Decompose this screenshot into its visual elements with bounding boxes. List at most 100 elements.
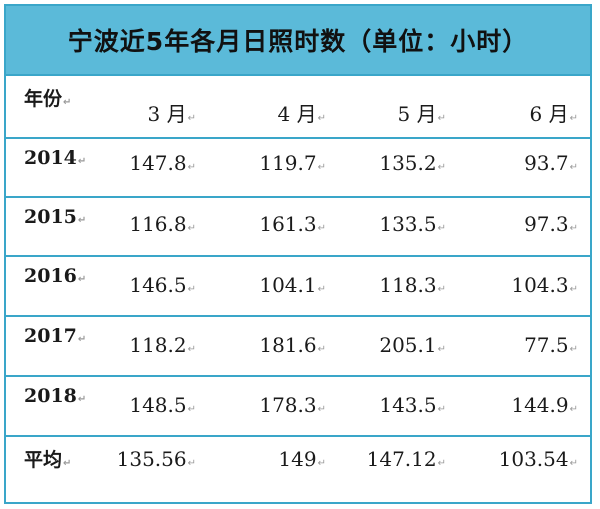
paragraph-mark-icon: ↵ xyxy=(317,113,326,124)
header-month-cell: 5 月↵ xyxy=(6,76,590,137)
paragraph-mark-icon: ↵ xyxy=(187,284,196,295)
data-value: 118.2↵ xyxy=(129,333,196,357)
value-cell: 181.6↵ xyxy=(6,317,590,375)
paragraph-mark-icon: ↵ xyxy=(63,458,72,469)
value-cell: 116.8↵ xyxy=(6,198,590,255)
table-grid: 年份↵ 3 月↵ 4 月↵ 5 月↵ 6 月↵ 2014↵ 147.8↵ 119.7↵ 135.… xyxy=(6,76,590,502)
paragraph-mark-icon: ↵ xyxy=(187,404,196,415)
data-value: 143.5↵ xyxy=(379,393,446,417)
paragraph-mark-icon: ↵ xyxy=(77,215,87,226)
data-value: 103.54↵ xyxy=(498,447,578,471)
value-cell: 178.3↵ xyxy=(6,377,590,435)
row-label-cell: 平均↵ xyxy=(6,437,118,502)
paragraph-mark-icon: ↵ xyxy=(437,223,446,234)
header-month-label: 5 月↵ xyxy=(397,102,446,126)
data-value: 116.8↵ xyxy=(129,212,196,236)
data-value: 181.6↵ xyxy=(259,333,326,357)
header-month-label: 6 月↵ xyxy=(529,102,578,126)
paragraph-mark-icon: ↵ xyxy=(437,344,446,355)
header-month-cell: 6 月↵ xyxy=(6,76,590,137)
paragraph-mark-icon: ↵ xyxy=(187,223,196,234)
data-value: 148.5↵ xyxy=(129,393,196,417)
paragraph-mark-icon: ↵ xyxy=(437,404,446,415)
value-cell: 149↵ xyxy=(6,437,590,502)
data-value: 135.56↵ xyxy=(116,447,196,471)
value-cell: 118.3↵ xyxy=(6,257,590,315)
row-year-label: 2015↵ xyxy=(24,206,87,228)
value-cell: 104.1↵ xyxy=(6,257,590,315)
header-month-cell: 3 月↵ xyxy=(6,76,590,137)
value-cell: 205.1↵ xyxy=(6,317,590,375)
paragraph-mark-icon: ↵ xyxy=(437,284,446,295)
paragraph-mark-icon: ↵ xyxy=(569,458,578,469)
value-cell: 118.2↵ xyxy=(6,317,590,375)
data-value: 118.3↵ xyxy=(379,273,446,297)
paragraph-mark-icon: ↵ xyxy=(77,156,87,167)
paragraph-mark-icon: ↵ xyxy=(77,334,87,345)
row-label-cell: 2018↵ xyxy=(6,377,118,435)
value-cell: 119.7↵ xyxy=(6,139,590,196)
value-cell: 143.5↵ xyxy=(6,377,590,435)
paragraph-mark-icon: ↵ xyxy=(569,223,578,234)
paragraph-mark-icon: ↵ xyxy=(317,223,326,234)
paragraph-mark-icon: ↵ xyxy=(437,162,446,173)
table-row: 2018↵ 148.5↵ 178.3↵ 143.5↵ 144.9↵ xyxy=(6,377,590,437)
table-row: 2015↵ 116.8↵ 161.3↵ 133.5↵ 97.3↵ xyxy=(6,198,590,257)
value-cell: 133.5↵ xyxy=(6,198,590,255)
value-cell: 144.9↵ xyxy=(6,377,590,435)
paragraph-mark-icon: ↵ xyxy=(63,97,72,108)
paragraph-mark-icon: ↵ xyxy=(317,284,326,295)
paragraph-mark-icon: ↵ xyxy=(187,458,196,469)
value-cell: 77.5↵ xyxy=(6,317,590,375)
row-label-cell: 2015↵ xyxy=(6,198,118,255)
sunshine-table: 宁波近5年各月日照时数（单位：小时） 年份↵ 3 月↵ 4 月↵ 5 月↵ 6 月↵ 20… xyxy=(4,4,592,504)
paragraph-mark-icon: ↵ xyxy=(569,113,578,124)
data-value: 133.5↵ xyxy=(379,212,446,236)
row-year-label: 2017↵ xyxy=(24,325,87,347)
data-value: 135.2↵ xyxy=(379,151,446,175)
data-value: 149↵ xyxy=(278,447,326,471)
row-year-label: 平均↵ xyxy=(24,449,72,471)
table-header-row: 年份↵ 3 月↵ 4 月↵ 5 月↵ 6 月↵ xyxy=(6,76,590,139)
value-cell: 93.7↵ xyxy=(6,139,590,196)
value-cell: 97.3↵ xyxy=(6,198,590,255)
row-label-cell: 2014↵ xyxy=(6,139,118,196)
paragraph-mark-icon: ↵ xyxy=(187,113,196,124)
paragraph-mark-icon: ↵ xyxy=(187,344,196,355)
value-cell: 135.56↵ xyxy=(6,437,590,502)
paragraph-mark-icon: ↵ xyxy=(317,344,326,355)
paragraph-mark-icon: ↵ xyxy=(317,458,326,469)
data-value: 161.3↵ xyxy=(259,212,326,236)
table-row: 2017↵ 118.2↵ 181.6↵ 205.1↵ 77.5↵ xyxy=(6,317,590,377)
data-value: 104.3↵ xyxy=(511,273,578,297)
data-value: 178.3↵ xyxy=(259,393,326,417)
table-row: 2016↵ 146.5↵ 104.1↵ 118.3↵ 104.3↵ xyxy=(6,257,590,317)
paragraph-mark-icon: ↵ xyxy=(317,162,326,173)
paragraph-mark-icon: ↵ xyxy=(569,344,578,355)
data-value: 104.1↵ xyxy=(259,273,326,297)
table-title: 宁波近5年各月日照时数（单位：小时） xyxy=(67,27,529,56)
paragraph-mark-icon: ↵ xyxy=(77,394,87,405)
table-row: 2014↵ 147.8↵ 119.7↵ 135.2↵ 93.7↵ xyxy=(6,139,590,198)
row-label-cell: 2016↵ xyxy=(6,257,118,315)
row-year-label: 2014↵ xyxy=(24,147,87,169)
header-year-label: 年份↵ xyxy=(24,88,72,110)
table-row: 平均↵ 135.56↵ 149↵ 147.12↵ 103.54↵ xyxy=(6,437,590,502)
value-cell: 135.2↵ xyxy=(6,139,590,196)
data-value: 144.9↵ xyxy=(511,393,578,417)
row-year-label: 2016↵ xyxy=(24,265,87,287)
value-cell: 147.8↵ xyxy=(6,139,590,196)
paragraph-mark-icon: ↵ xyxy=(317,404,326,415)
table-title-bar: 宁波近5年各月日照时数（单位：小时） xyxy=(6,6,590,76)
data-value: 147.12↵ xyxy=(366,447,446,471)
header-month-label: 3 月↵ xyxy=(147,102,196,126)
value-cell: 161.3↵ xyxy=(6,198,590,255)
data-value: 119.7↵ xyxy=(259,151,326,175)
header-cell: 年份↵ xyxy=(6,76,118,137)
header-month-cell: 4 月↵ xyxy=(6,76,590,137)
value-cell: 104.3↵ xyxy=(6,257,590,315)
value-cell: 147.12↵ xyxy=(6,437,590,502)
header-month-label: 4 月↵ xyxy=(277,102,326,126)
data-value: 97.3↵ xyxy=(524,212,578,236)
data-value: 93.7↵ xyxy=(524,151,578,175)
